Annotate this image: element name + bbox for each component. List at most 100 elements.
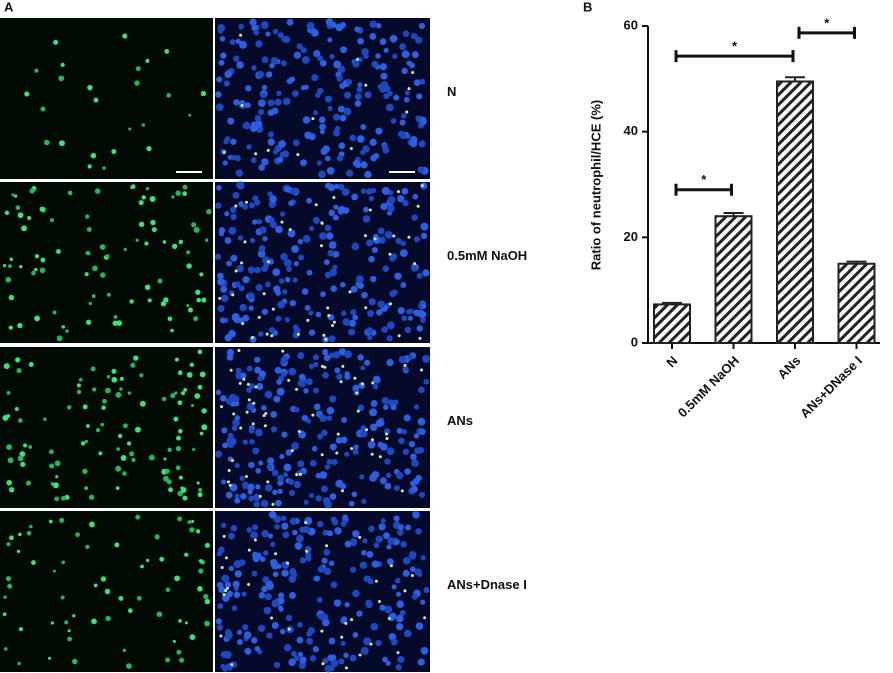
nucleus [340, 281, 346, 288]
cell [3, 595, 7, 599]
nucleus [423, 378, 430, 385]
nucleus [242, 439, 249, 445]
nucleus [306, 269, 313, 276]
nucleus [332, 250, 340, 258]
nucleus [342, 514, 348, 520]
nucleus [316, 160, 322, 166]
nucleus [419, 311, 427, 318]
nucleus [329, 493, 337, 500]
nucleus [369, 408, 378, 417]
nucleus [293, 260, 300, 267]
cell [356, 57, 360, 61]
cell [72, 614, 76, 618]
nucleus [315, 495, 322, 502]
cell [84, 272, 89, 277]
cell [135, 66, 141, 72]
nucleus [303, 499, 309, 505]
nucleus [318, 116, 326, 124]
cell [349, 147, 353, 151]
cell [240, 103, 244, 107]
nucleus [272, 268, 281, 277]
nucleus [389, 255, 396, 262]
nucleus [316, 597, 323, 603]
cell [170, 393, 176, 399]
cell [201, 408, 207, 414]
nucleus [221, 574, 230, 583]
significance-label: * [732, 39, 738, 54]
nucleus [224, 631, 233, 640]
nucleus [313, 361, 319, 368]
nucleus [228, 565, 234, 572]
nucleus [351, 491, 358, 498]
cell [8, 264, 12, 269]
nucleus [375, 419, 384, 428]
cell [204, 598, 211, 605]
bar [714, 215, 753, 344]
cell [8, 294, 15, 301]
nucleus [330, 285, 338, 293]
nucleus [368, 195, 375, 202]
nucleus [343, 107, 352, 116]
nucleus [343, 652, 349, 659]
nucleus [364, 170, 372, 179]
nucleus [227, 432, 234, 439]
nucleus [396, 529, 404, 536]
nucleus [258, 592, 266, 599]
nucleus [387, 196, 396, 204]
cell [245, 410, 249, 414]
nucleus [258, 164, 266, 171]
nucleus [360, 425, 367, 431]
nucleus [301, 288, 309, 295]
cell [7, 583, 13, 589]
nucleus [363, 206, 369, 213]
cell [114, 542, 120, 548]
nucleus [419, 491, 426, 498]
cell [106, 375, 111, 379]
cell [172, 243, 178, 249]
cell [17, 322, 23, 329]
nucleus [383, 404, 389, 411]
nucleus [305, 418, 312, 424]
cell [240, 261, 244, 265]
nucleus [289, 591, 296, 599]
nucleus [246, 365, 253, 372]
nucleus [307, 627, 315, 635]
cell [239, 33, 243, 37]
cell [72, 658, 78, 665]
nucleus [415, 115, 421, 121]
nucleus [352, 632, 359, 638]
nucleus [240, 372, 247, 379]
nucleus [357, 82, 363, 88]
nucleus [242, 314, 250, 322]
nucleus [260, 21, 269, 30]
nucleus [284, 186, 292, 193]
nucleus [351, 242, 360, 251]
cell [140, 564, 144, 569]
nucleus [294, 542, 303, 550]
nucleus [233, 591, 241, 599]
nucleus [230, 154, 237, 161]
nucleus [296, 534, 304, 543]
cell [136, 595, 142, 601]
nucleus [362, 215, 371, 223]
nucleus [323, 259, 330, 266]
nucleus [248, 495, 255, 502]
cell [115, 391, 122, 398]
cell [184, 552, 189, 557]
cell [254, 385, 258, 389]
cell [93, 583, 98, 588]
cell [218, 296, 222, 300]
nucleus [398, 355, 407, 364]
nucleus [234, 415, 241, 421]
nucleus [273, 395, 281, 403]
cell [407, 235, 411, 239]
cell [8, 486, 15, 493]
nucleus [317, 520, 324, 528]
cell [28, 445, 32, 449]
nucleus [242, 203, 249, 210]
cell [116, 447, 120, 451]
nucleus [265, 71, 273, 78]
cell [134, 426, 141, 433]
cell [387, 617, 391, 621]
cell [341, 364, 345, 368]
